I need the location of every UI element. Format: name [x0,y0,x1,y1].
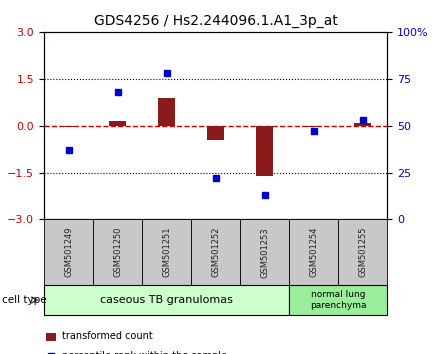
Bar [256,126,273,176]
Bar [305,126,322,127]
Text: GSM501250: GSM501250 [113,227,122,278]
Bar [158,98,175,126]
Text: normal lung
parenchyma: normal lung parenchyma [310,290,367,310]
Bar [109,121,126,126]
Text: transformed count: transformed count [62,331,152,341]
Text: cell type: cell type [2,295,47,305]
Text: GSM501255: GSM501255 [358,227,367,278]
Text: percentile rank within the sample: percentile rank within the sample [62,351,227,354]
Text: caseous TB granulomas: caseous TB granulomas [100,295,233,305]
Bar [60,126,77,127]
Text: GSM501252: GSM501252 [211,227,220,278]
Title: GDS4256 / Hs2.244096.1.A1_3p_at: GDS4256 / Hs2.244096.1.A1_3p_at [94,14,337,28]
Bar [207,126,224,140]
Bar [354,123,371,126]
Text: GSM501249: GSM501249 [64,227,73,278]
Text: GSM501254: GSM501254 [309,227,318,278]
Text: GSM501253: GSM501253 [260,227,269,278]
Text: GSM501251: GSM501251 [162,227,171,278]
